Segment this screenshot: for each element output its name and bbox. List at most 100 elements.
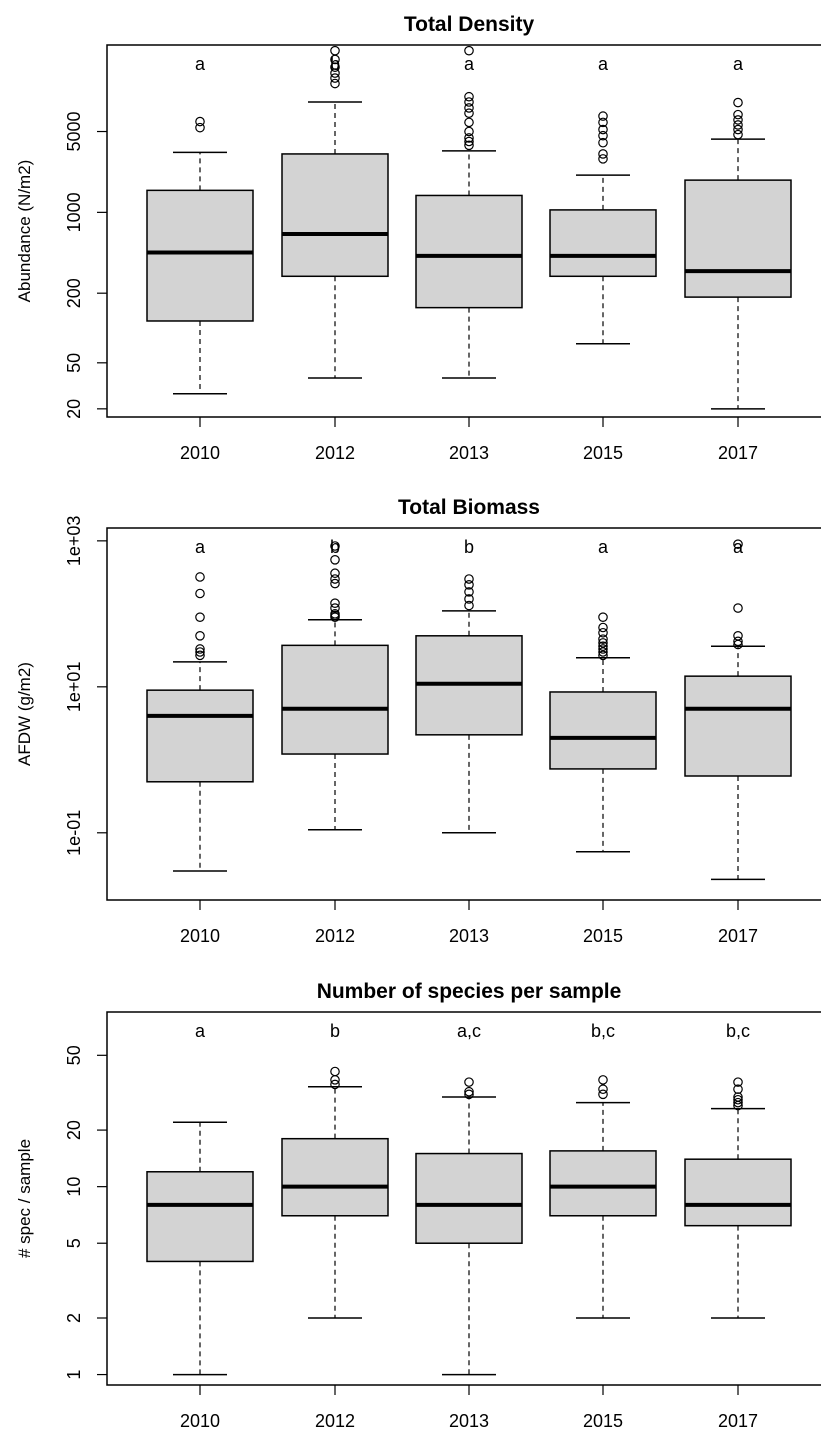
x-tick-label: 2012 xyxy=(315,443,355,463)
chart-title: Total Biomass xyxy=(398,496,540,519)
y-tick-label: 5000 xyxy=(64,112,84,152)
x-tick-label: 2015 xyxy=(583,1411,623,1431)
outlier-point xyxy=(464,1089,474,1100)
x-tick-label: 2010 xyxy=(180,443,220,463)
outlier-point xyxy=(733,636,743,647)
x-tick-label: 2010 xyxy=(180,1411,220,1431)
outlier-point xyxy=(598,130,608,141)
significance-label: a xyxy=(195,1021,206,1041)
box xyxy=(549,209,657,278)
chart-panel: Total Biomass AFDW (g/m2) 1e-01 1e+01 1e+03 2… xyxy=(15,496,821,946)
outlier-point xyxy=(330,555,340,565)
significance-label: a xyxy=(195,537,206,557)
outlier-point xyxy=(464,140,474,151)
x-tick-label: 2012 xyxy=(315,1411,355,1431)
outlier-point xyxy=(598,622,608,633)
significance-label: a xyxy=(598,537,609,557)
outlier-point xyxy=(330,73,340,83)
outlier-point xyxy=(733,120,743,130)
outlier-point xyxy=(598,149,608,159)
significance-label: a xyxy=(464,54,475,74)
x-tick-label: 2010 xyxy=(180,926,220,946)
outlier-point xyxy=(598,641,608,652)
outlier-point xyxy=(598,1075,608,1085)
outlier-point xyxy=(330,62,340,72)
box xyxy=(415,1152,523,1244)
outlier-point xyxy=(464,45,474,56)
outlier-point xyxy=(464,133,474,143)
outlier-point xyxy=(330,598,340,608)
outlier-point xyxy=(464,108,474,119)
outlier-point xyxy=(733,1084,743,1095)
outlier-point xyxy=(598,124,608,135)
outlier-point xyxy=(330,609,340,619)
y-tick-label: 1 xyxy=(64,1370,84,1380)
outlier-point xyxy=(733,1092,743,1102)
significance-label: a xyxy=(733,54,744,74)
box xyxy=(549,1150,657,1217)
outlier-point xyxy=(330,68,340,78)
box xyxy=(281,644,389,755)
outlier-point xyxy=(195,122,205,133)
box xyxy=(549,691,657,770)
y-tick-label: 50 xyxy=(64,1045,84,1065)
outlier-point xyxy=(733,129,743,140)
significance-label: a xyxy=(598,54,609,74)
x-tick-label: 2013 xyxy=(449,443,489,463)
outlier-point xyxy=(195,612,205,622)
outlier-point xyxy=(598,634,608,644)
y-axis-label: # spec / sample xyxy=(15,1139,34,1258)
outlier-point xyxy=(195,572,205,582)
outlier-point xyxy=(464,1077,474,1087)
outlier-point xyxy=(733,603,743,613)
significance-label: a xyxy=(195,54,206,74)
outlier-point xyxy=(598,111,608,121)
outlier-point xyxy=(330,45,340,56)
box xyxy=(281,153,389,278)
outlier-point xyxy=(330,603,340,613)
chart-title: Total Density xyxy=(404,13,535,36)
y-axis-label: Abundance (N/m2) xyxy=(15,160,34,303)
outlier-point xyxy=(464,579,474,590)
significance-label: b xyxy=(330,537,340,557)
x-tick-label: 2017 xyxy=(718,1411,758,1431)
x-tick-label: 2015 xyxy=(583,443,623,463)
outlier-point xyxy=(195,647,205,657)
y-axis-label: AFDW (g/m2) xyxy=(15,662,34,766)
outlier-point xyxy=(598,638,608,648)
box xyxy=(281,1137,389,1217)
outlier-point xyxy=(598,647,608,657)
outlier-point xyxy=(195,631,205,641)
y-tick-label: 200 xyxy=(64,278,84,308)
outlier-point xyxy=(330,574,340,584)
outlier-point xyxy=(330,578,340,589)
outlier-point xyxy=(464,136,474,147)
outlier-point xyxy=(464,574,474,584)
outlier-point xyxy=(733,631,743,641)
outlier-point xyxy=(330,568,340,579)
y-tick-label: 1e-01 xyxy=(64,810,84,856)
outlier-point xyxy=(195,588,205,599)
outlier-point xyxy=(598,154,608,164)
box xyxy=(146,1171,254,1263)
y-tick-label: 20 xyxy=(64,399,84,419)
outlier-point xyxy=(733,1097,743,1108)
x-tick-label: 2017 xyxy=(718,443,758,463)
outlier-point xyxy=(464,103,474,113)
outlier-point xyxy=(598,1089,608,1100)
outlier-point xyxy=(733,97,743,108)
y-tick-label: 1000 xyxy=(64,192,84,232)
outlier-point xyxy=(733,1077,743,1087)
significance-label: b,c xyxy=(726,1021,750,1041)
box xyxy=(415,194,523,309)
outlier-point xyxy=(598,644,608,654)
box xyxy=(684,179,792,298)
outlier-point xyxy=(464,587,474,597)
outlier-point xyxy=(464,91,474,102)
outlier-point xyxy=(733,109,743,120)
box xyxy=(146,189,254,322)
y-tick-label: 5 xyxy=(64,1238,84,1248)
outlier-point xyxy=(733,1094,743,1105)
outlier-point xyxy=(464,594,474,604)
